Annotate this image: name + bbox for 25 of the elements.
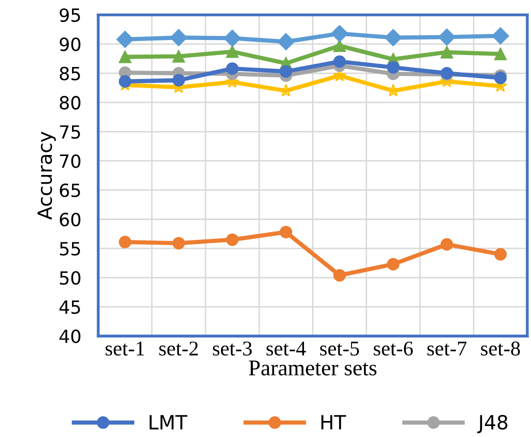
x-tick-label: set-7: [427, 342, 466, 356]
y-tick-label: 95: [60, 8, 80, 22]
x-tick-label: set-2: [159, 342, 198, 356]
y-tick-label: 75: [60, 125, 80, 139]
y-tick-label: 60: [60, 212, 80, 226]
y-tick-label: 85: [60, 66, 80, 80]
x-tick-label: set-4: [266, 342, 306, 356]
x-axis-title: Parameter sets: [248, 360, 376, 376]
legend-label: J48: [477, 414, 508, 434]
legend-label: HT: [321, 415, 346, 430]
x-tick-label: set-5: [320, 342, 360, 356]
y-tick-label: 70: [60, 154, 80, 168]
x-tick-label: set-3: [212, 342, 252, 356]
y-tick-label: 65: [60, 184, 80, 198]
y-axis-title: Accuracy: [38, 132, 56, 220]
y-tick-label: 55: [60, 242, 80, 256]
y-tick-label: 40: [59, 330, 80, 344]
y-tick-label: 45: [59, 300, 80, 314]
y-tick-label: 50: [60, 271, 80, 285]
legend-label: LMT: [150, 415, 188, 430]
x-tick-label: set-8: [481, 342, 520, 356]
y-tick-label: 80: [60, 96, 80, 110]
x-tick-label: set-1: [106, 342, 144, 356]
x-tick-label: set-6: [374, 342, 413, 356]
y-tick-label: 90: [60, 38, 80, 52]
